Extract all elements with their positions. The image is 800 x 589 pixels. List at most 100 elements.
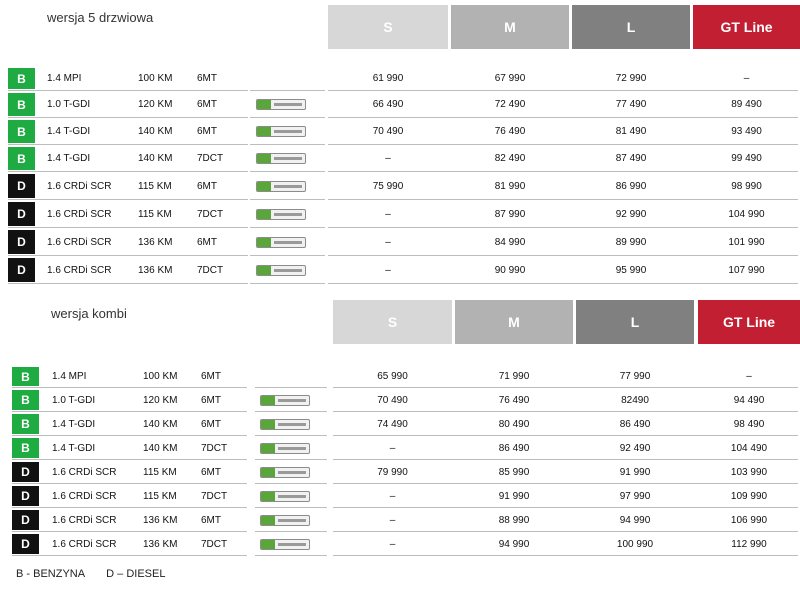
fuel-badge: D: [12, 510, 39, 530]
fuel-badge: B: [8, 147, 35, 170]
price-m: 76 490: [498, 394, 530, 406]
table-row: D 1.6 CRDi SCR 115 KM 7DCT – 87 990 92 990 104 …: [0, 200, 800, 228]
price-gt-line: 93 490: [731, 126, 762, 137]
eco-dynamics-icon-text: [278, 519, 306, 522]
eco-dynamics-icon: [260, 467, 310, 478]
eco-dynamics-icon-leaf: [261, 420, 275, 429]
row-divider: [328, 90, 798, 91]
row-divider: [250, 90, 325, 91]
fuel-badge: D: [8, 230, 35, 254]
eco-dynamics-icon: [260, 419, 310, 430]
eco-dynamics-icon: [260, 395, 310, 406]
gearbox-type: 6MT: [197, 126, 217, 137]
price-m: 80 490: [498, 418, 530, 430]
row-divider: [8, 255, 248, 256]
engine-name: 1.4 T-GDI: [47, 126, 91, 137]
eco-dynamics-icon-leaf: [257, 154, 271, 163]
eco-dynamics-icon-leaf: [257, 238, 271, 247]
fuel-badge: D: [8, 202, 35, 226]
fuel-badge: B: [8, 68, 35, 89]
row-divider: [333, 435, 798, 436]
row-divider: [333, 531, 798, 532]
row-divider: [12, 435, 247, 436]
price-l: 86 490: [619, 418, 651, 430]
price-gt-line: 104 490: [730, 442, 768, 454]
fuel-badge: D: [12, 462, 39, 482]
price-m: 67 990: [494, 73, 526, 84]
eco-dynamics-icon-text: [278, 495, 306, 498]
engine-name: 1.6 CRDi SCR: [47, 208, 112, 220]
eco-dynamics-icon-text: [278, 447, 306, 450]
price-m: 86 490: [498, 442, 530, 454]
row-divider: [250, 117, 325, 118]
trim-header-gt-line: GT Line: [693, 5, 800, 49]
table-row: B 1.4 T-GDI 140 KM 6MT 74 490 80 490 86 490 98 …: [0, 412, 800, 436]
eco-dynamics-icon: [256, 181, 306, 192]
engine-power: 100 KM: [138, 73, 173, 84]
row-divider: [250, 144, 325, 145]
row-divider: [333, 483, 798, 484]
price-gt-line: 104 990: [728, 208, 765, 220]
price-s: 66 490: [372, 99, 404, 110]
engine-name: 1.6 CRDi SCR: [47, 236, 112, 248]
gearbox-type: 7DCT: [201, 538, 228, 550]
gearbox-type: 6MT: [201, 514, 221, 526]
price-s: –: [385, 208, 391, 220]
eco-dynamics-icon-text: [274, 103, 302, 106]
eco-dynamics-icon-text: [274, 130, 302, 133]
price-gt-line: 94 490: [733, 394, 765, 406]
row-divider: [255, 411, 327, 412]
table-row: D 1.6 CRDi SCR 115 KM 6MT 79 990 85 990 91 990…: [0, 460, 800, 484]
price-s: –: [385, 153, 391, 164]
price-l: 100 990: [616, 538, 654, 550]
eco-dynamics-icon-leaf: [257, 182, 271, 191]
eco-dynamics-icon: [256, 99, 306, 110]
engine-name: 1.4 T-GDI: [52, 442, 96, 454]
price-l: 95 990: [615, 264, 647, 276]
gearbox-type: 6MT: [201, 371, 221, 382]
row-divider: [328, 117, 798, 118]
row-divider: [333, 411, 798, 412]
row-divider: [255, 387, 327, 388]
eco-dynamics-icon: [260, 491, 310, 502]
row-divider: [328, 255, 798, 256]
price-gt-line: 112 990: [731, 538, 767, 550]
price-gt-line: 103 990: [730, 466, 768, 478]
price-l: 94 990: [619, 514, 651, 526]
price-m: 84 990: [494, 236, 526, 248]
engine-name: 1.4 MPI: [52, 371, 87, 382]
engine-power: 136 KM: [143, 538, 178, 550]
gearbox-type: 7DCT: [197, 208, 224, 220]
price-s: –: [385, 264, 391, 276]
table-row: D 1.6 CRDi SCR 136 KM 7DCT – 90 990 95 990 107 …: [0, 256, 800, 284]
eco-dynamics-icon-text: [274, 213, 302, 216]
price-m: 76 490: [494, 126, 526, 137]
price-l: 86 990: [615, 180, 647, 192]
row-divider: [250, 255, 325, 256]
row-divider: [8, 199, 248, 200]
table-row: B 1.0 T-GDI 120 KM 6MT 66 490 72 490 77 490 89 …: [0, 91, 800, 118]
eco-dynamics-icon-text: [278, 471, 306, 474]
table-row: D 1.6 CRDi SCR 136 KM 6MT – 84 990 89 990 101 9…: [0, 228, 800, 256]
price-l: 92 990: [615, 208, 647, 220]
table-row: D 1.6 CRDi SCR 136 KM 7DCT – 94 990 100 990 112…: [0, 532, 800, 556]
price-l: 72 990: [615, 73, 647, 84]
row-divider: [328, 283, 798, 284]
table-row: B 1.4 T-GDI 140 KM 7DCT – 82 490 87 490 99 490: [0, 145, 800, 172]
gearbox-type: 6MT: [197, 180, 217, 192]
price-s: 61 990: [372, 73, 404, 84]
row-divider: [8, 171, 248, 172]
row-divider: [255, 531, 327, 532]
row-divider: [328, 171, 798, 172]
price-m: 90 990: [494, 264, 526, 276]
table-row: B 1.4 T-GDI 140 KM 7DCT – 86 490 92 490 104 490: [0, 436, 800, 460]
price-s: 79 990: [377, 466, 408, 478]
price-s: 74 490: [377, 418, 408, 430]
eco-dynamics-icon-leaf: [261, 540, 275, 549]
fuel-badge: D: [8, 258, 35, 282]
fuel-badge: D: [12, 486, 39, 506]
engine-power: 136 KM: [138, 264, 173, 276]
price-s: 70 490: [377, 394, 408, 406]
price-m: 71 990: [498, 371, 530, 382]
fuel-badge: D: [12, 534, 39, 554]
